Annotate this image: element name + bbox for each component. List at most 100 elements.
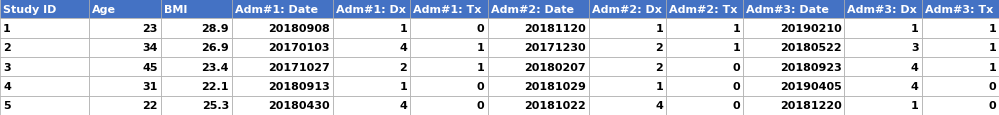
Bar	[333, 77, 411, 96]
Bar	[922, 38, 999, 58]
Bar	[411, 0, 488, 19]
Bar	[488, 77, 588, 96]
Text: 0: 0	[477, 101, 485, 110]
Bar	[232, 58, 333, 77]
Text: 0: 0	[477, 81, 485, 91]
Bar	[743, 58, 844, 77]
Bar	[588, 96, 666, 115]
Text: 20180923: 20180923	[779, 62, 841, 72]
Text: 1: 1	[732, 43, 740, 53]
Text: 4: 4	[655, 101, 663, 110]
Text: 20171230: 20171230	[524, 43, 585, 53]
Bar	[844, 96, 922, 115]
Bar	[743, 38, 844, 58]
Text: 3: 3	[3, 62, 11, 72]
Bar	[488, 38, 588, 58]
Bar	[161, 38, 232, 58]
Text: 0: 0	[988, 101, 996, 110]
Text: 1: 1	[911, 24, 919, 34]
Bar	[89, 38, 161, 58]
Text: 4: 4	[911, 62, 919, 72]
Text: 28.9: 28.9	[201, 24, 229, 34]
Bar	[0, 0, 89, 19]
Text: 20181120: 20181120	[523, 24, 585, 34]
Bar	[666, 38, 743, 58]
Text: Adm#3: Date: Adm#3: Date	[746, 5, 829, 14]
Bar	[232, 38, 333, 58]
Text: 20181220: 20181220	[779, 101, 841, 110]
Bar	[333, 38, 411, 58]
Text: 0: 0	[988, 81, 996, 91]
Text: 2: 2	[400, 62, 408, 72]
Bar	[743, 0, 844, 19]
Bar	[333, 96, 411, 115]
Text: 1: 1	[3, 24, 11, 34]
Bar	[161, 19, 232, 38]
Text: 20171027: 20171027	[269, 62, 330, 72]
Bar	[411, 38, 488, 58]
Bar	[488, 0, 588, 19]
Text: Adm#2: Date: Adm#2: Date	[491, 5, 573, 14]
Bar	[89, 96, 161, 115]
Text: Adm#2: Dx: Adm#2: Dx	[591, 5, 661, 14]
Bar	[922, 58, 999, 77]
Bar	[666, 77, 743, 96]
Bar	[161, 0, 232, 19]
Text: 20180207: 20180207	[524, 62, 585, 72]
Text: 0: 0	[732, 62, 740, 72]
Text: 0: 0	[732, 101, 740, 110]
Bar	[232, 19, 333, 38]
Bar	[411, 58, 488, 77]
Bar	[89, 19, 161, 38]
Text: 20190210: 20190210	[779, 24, 841, 34]
Bar	[161, 58, 232, 77]
Text: 25.3: 25.3	[202, 101, 229, 110]
Text: 20180522: 20180522	[780, 43, 841, 53]
Text: 4: 4	[3, 81, 11, 91]
Bar	[333, 0, 411, 19]
Text: 1: 1	[477, 43, 485, 53]
Bar	[333, 58, 411, 77]
Text: 1: 1	[400, 24, 408, 34]
Bar	[844, 19, 922, 38]
Bar	[333, 19, 411, 38]
Text: 0: 0	[732, 81, 740, 91]
Text: 3: 3	[911, 43, 919, 53]
Text: 1: 1	[400, 81, 408, 91]
Text: 20180913: 20180913	[269, 81, 330, 91]
Bar	[411, 19, 488, 38]
Text: BMI: BMI	[164, 5, 187, 14]
Bar	[232, 77, 333, 96]
Bar	[922, 77, 999, 96]
Bar	[743, 19, 844, 38]
Bar	[0, 58, 89, 77]
Text: Adm#1: Tx: Adm#1: Tx	[414, 5, 482, 14]
Text: 20190405: 20190405	[779, 81, 841, 91]
Text: 2: 2	[655, 62, 663, 72]
Text: 45: 45	[142, 62, 158, 72]
Bar	[488, 96, 588, 115]
Bar	[232, 0, 333, 19]
Bar	[232, 96, 333, 115]
Text: 4: 4	[400, 101, 408, 110]
Text: 2: 2	[3, 43, 11, 53]
Bar	[89, 58, 161, 77]
Text: 20181022: 20181022	[523, 101, 585, 110]
Bar	[0, 38, 89, 58]
Text: 1: 1	[732, 24, 740, 34]
Bar	[666, 19, 743, 38]
Bar	[588, 38, 666, 58]
Text: 23.4: 23.4	[202, 62, 229, 72]
Bar	[0, 77, 89, 96]
Bar	[922, 96, 999, 115]
Bar	[411, 77, 488, 96]
Text: 22.1: 22.1	[202, 81, 229, 91]
Text: 4: 4	[400, 43, 408, 53]
Bar	[844, 0, 922, 19]
Bar	[0, 19, 89, 38]
Bar	[666, 96, 743, 115]
Bar	[666, 0, 743, 19]
Text: 23: 23	[142, 24, 158, 34]
Text: 1: 1	[988, 62, 996, 72]
Bar	[588, 58, 666, 77]
